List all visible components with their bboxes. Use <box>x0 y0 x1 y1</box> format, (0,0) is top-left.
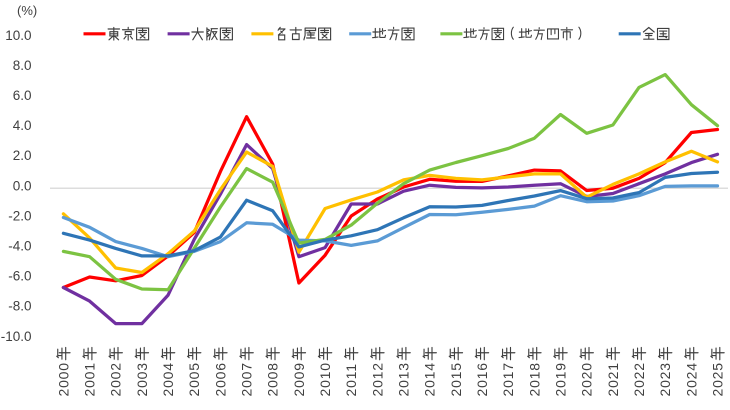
svg-text:2019: 2019 <box>553 362 569 396</box>
svg-text:6.0: 6.0 <box>13 88 32 103</box>
svg-text:-10.0: -10.0 <box>1 329 32 344</box>
svg-text:2011: 2011 <box>343 363 359 396</box>
svg-text:2022: 2022 <box>631 362 647 396</box>
svg-text:2000: 2000 <box>55 362 71 396</box>
svg-text:-4.0: -4.0 <box>8 239 31 254</box>
svg-text:2004: 2004 <box>160 362 176 396</box>
svg-text:2009: 2009 <box>291 362 307 396</box>
svg-text:10.0: 10.0 <box>5 28 31 43</box>
svg-text:(%): (%) <box>17 3 37 18</box>
svg-text:2007: 2007 <box>239 362 255 396</box>
svg-text:2006: 2006 <box>212 362 228 396</box>
svg-text:2023: 2023 <box>657 362 673 396</box>
svg-text:2015: 2015 <box>448 362 464 396</box>
svg-text:2003: 2003 <box>134 362 150 396</box>
svg-text:2005: 2005 <box>186 362 202 396</box>
svg-text:-6.0: -6.0 <box>8 269 31 284</box>
svg-text:4.0: 4.0 <box>13 118 32 133</box>
svg-text:2012: 2012 <box>369 362 385 396</box>
svg-text:2001: 2001 <box>82 362 98 396</box>
svg-text:2024: 2024 <box>683 362 699 396</box>
svg-text:2018: 2018 <box>526 362 542 396</box>
svg-text:-8.0: -8.0 <box>8 299 31 314</box>
svg-text:2002: 2002 <box>108 362 124 396</box>
svg-text:2021: 2021 <box>605 362 621 396</box>
svg-text:2008: 2008 <box>265 362 281 396</box>
svg-text:2020: 2020 <box>579 362 595 396</box>
svg-text:-2.0: -2.0 <box>8 208 31 223</box>
svg-text:0.0: 0.0 <box>13 178 32 193</box>
svg-text:2010: 2010 <box>317 362 333 396</box>
svg-text:2025: 2025 <box>710 362 726 396</box>
svg-text:2016: 2016 <box>474 362 490 396</box>
svg-text:8.0: 8.0 <box>13 58 32 73</box>
svg-text:2017: 2017 <box>500 362 516 396</box>
svg-text:2013: 2013 <box>396 362 412 396</box>
svg-text:2.0: 2.0 <box>13 148 32 163</box>
svg-text:2014: 2014 <box>422 362 438 396</box>
